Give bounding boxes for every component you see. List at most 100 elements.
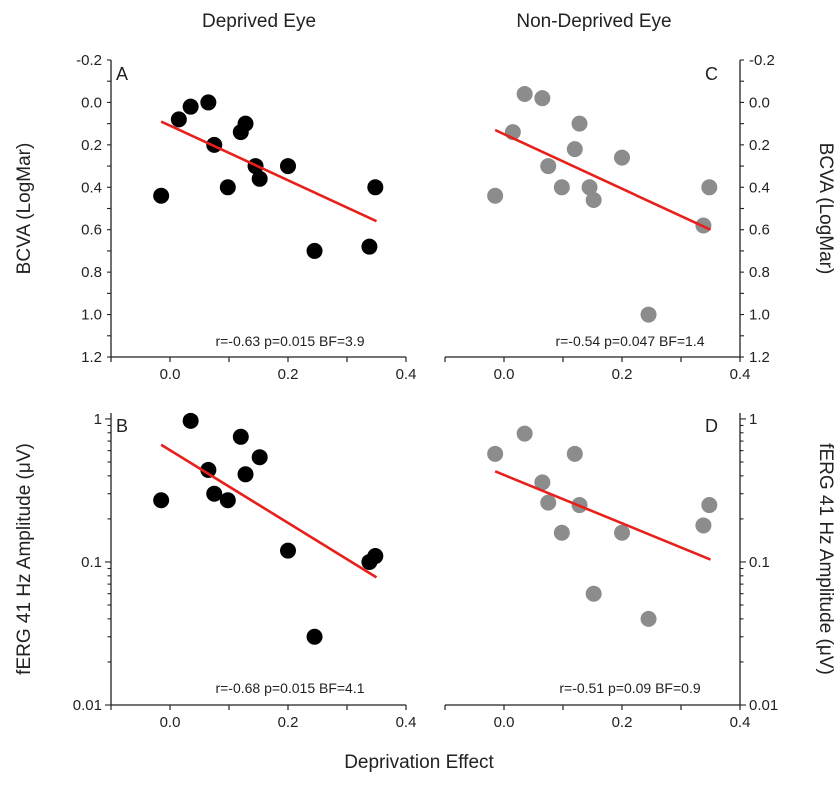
stats-annotation: r=-0.51 p=0.09 BF=0.9: [559, 680, 700, 696]
data-point: [487, 187, 504, 204]
data-point: [251, 449, 268, 466]
data-point: [232, 428, 249, 445]
data-point: [534, 474, 551, 491]
regression-line: [160, 443, 378, 579]
data-point: [182, 412, 199, 429]
data-point: [553, 524, 570, 541]
x-tick-label: 0.2: [612, 714, 633, 731]
y-tick-label: 0.01: [73, 697, 102, 714]
data-point: [170, 111, 187, 128]
data-point: [571, 115, 588, 132]
panel-letter: C: [705, 64, 718, 84]
data-point: [614, 524, 630, 541]
data-point: [200, 461, 217, 478]
y-axis-label: fERG 41 Hz Amplitude (μV): [14, 443, 35, 675]
y-tick-label: 0.1: [81, 554, 102, 571]
y-tick-label: 0.0: [749, 94, 770, 111]
panel-letter: D: [705, 416, 718, 436]
x-tick-label: 0.0: [160, 366, 181, 383]
y-axis-label: BCVA (LogMar): [14, 143, 35, 275]
y-tick-label: 0.6: [81, 222, 102, 239]
x-axis-label: Deprivation Effect: [344, 752, 494, 773]
x-tick-label: 0.2: [278, 714, 299, 731]
stats-annotation: r=-0.63 p=0.015 BF=3.9: [215, 333, 364, 349]
stats-annotation: r=-0.68 p=0.015 BF=4.1: [215, 680, 364, 696]
data-point: [487, 445, 504, 462]
panel-a: 0.0 0.2 0.4 -0.2 0.0 0.2 0.4 0.6 0.8 1.0 1.2 BCVA (…: [14, 52, 416, 383]
data-point: [280, 158, 296, 175]
x-tick-label: 0.0: [494, 366, 515, 383]
x-tick-label: 0.2: [612, 366, 633, 383]
data-point: [553, 179, 570, 196]
data-point: [701, 179, 718, 196]
data-point: [566, 445, 583, 462]
y-tick-label: 0.8: [81, 264, 102, 281]
x-tick-label: 0.4: [396, 366, 417, 383]
y-tick-label: 0.4: [81, 179, 102, 196]
data-point: [367, 548, 384, 565]
y-tick-label: 0.2: [81, 137, 102, 154]
y-tick-label: 1.0: [81, 307, 102, 324]
data-point: [237, 115, 254, 132]
data-point: [640, 306, 657, 323]
panels: 0.0 0.2 0.4 -0.2 0.0 0.2 0.4 0.6 0.8 1.0 1.2 BCVA (…: [14, 52, 836, 731]
data-point: [540, 158, 557, 175]
panel-b: 0.0 0.2 0.4 0.01 0.1 1 fERG 41 Hz Amplitude (μ…: [14, 411, 416, 731]
data-point: [585, 585, 602, 602]
data-point: [153, 492, 170, 509]
data-point: [695, 517, 712, 534]
data-point: [585, 192, 602, 209]
data-point: [306, 628, 323, 645]
x-tick-label: 0.0: [494, 714, 515, 731]
y-tick-label: 0.4: [749, 179, 770, 196]
x-tick-label: 0.4: [730, 366, 751, 383]
data-point: [701, 497, 718, 514]
panel-letter: A: [116, 64, 128, 84]
data-point: [280, 542, 296, 559]
data-point: [206, 485, 223, 502]
data-point: [566, 141, 583, 158]
panel-d: 0.0 0.2 0.40.01 0.1 1 fERG 41 Hz Amplitude (μ…: [444, 411, 836, 731]
y-tick-label: 1.2: [749, 349, 770, 366]
y-tick-label: 0.1: [749, 554, 770, 571]
data-point: [614, 149, 630, 166]
data-point: [153, 187, 170, 204]
data-point: [200, 94, 217, 111]
x-tick-label: 0.4: [730, 714, 751, 731]
data-point: [182, 98, 199, 115]
column-title-non-deprived: Non-Deprived Eye: [516, 11, 671, 32]
data-point: [534, 90, 551, 107]
data-point: [306, 242, 323, 259]
y-tick-label: 1.2: [81, 349, 102, 366]
y-tick-label: 0.0: [81, 94, 102, 111]
data-point: [540, 494, 557, 511]
data-point: [581, 179, 598, 196]
data-point: [367, 179, 384, 196]
y-axis-label: fERG 41 Hz Amplitude (μV): [815, 443, 836, 675]
y-tick-label: 1.0: [749, 307, 770, 324]
y-tick-label: 0.2: [749, 137, 770, 154]
data-point: [219, 492, 236, 509]
data-point: [640, 610, 657, 627]
x-tick-label: 0.0: [160, 714, 181, 731]
y-tick-label: 0.01: [749, 697, 778, 714]
y-tick-label: 1: [94, 411, 102, 428]
x-tick-label: 0.2: [278, 366, 299, 383]
panel-letter: B: [116, 416, 128, 436]
y-tick-label: 0.6: [749, 222, 770, 239]
y-axis-label: BCVA (LogMar): [815, 143, 836, 275]
regression-line: [160, 120, 378, 223]
data-point: [237, 466, 254, 483]
column-title-deprived: Deprived Eye: [202, 11, 316, 32]
y-tick-label: -0.2: [749, 52, 775, 69]
panel-c: 0.0 0.2 0.4 -0.2 0.0 0.2 0.4 0.6 0.8 1.0 1.2 BCVA (…: [444, 52, 836, 383]
x-tick-label: 0.4: [396, 714, 417, 731]
data-point: [516, 85, 533, 102]
y-tick-label: -0.2: [76, 52, 102, 69]
stats-annotation: r=-0.54 p=0.047 BF=1.4: [555, 333, 704, 349]
data-point: [219, 179, 236, 196]
data-point: [251, 170, 268, 187]
data-point: [361, 238, 378, 255]
